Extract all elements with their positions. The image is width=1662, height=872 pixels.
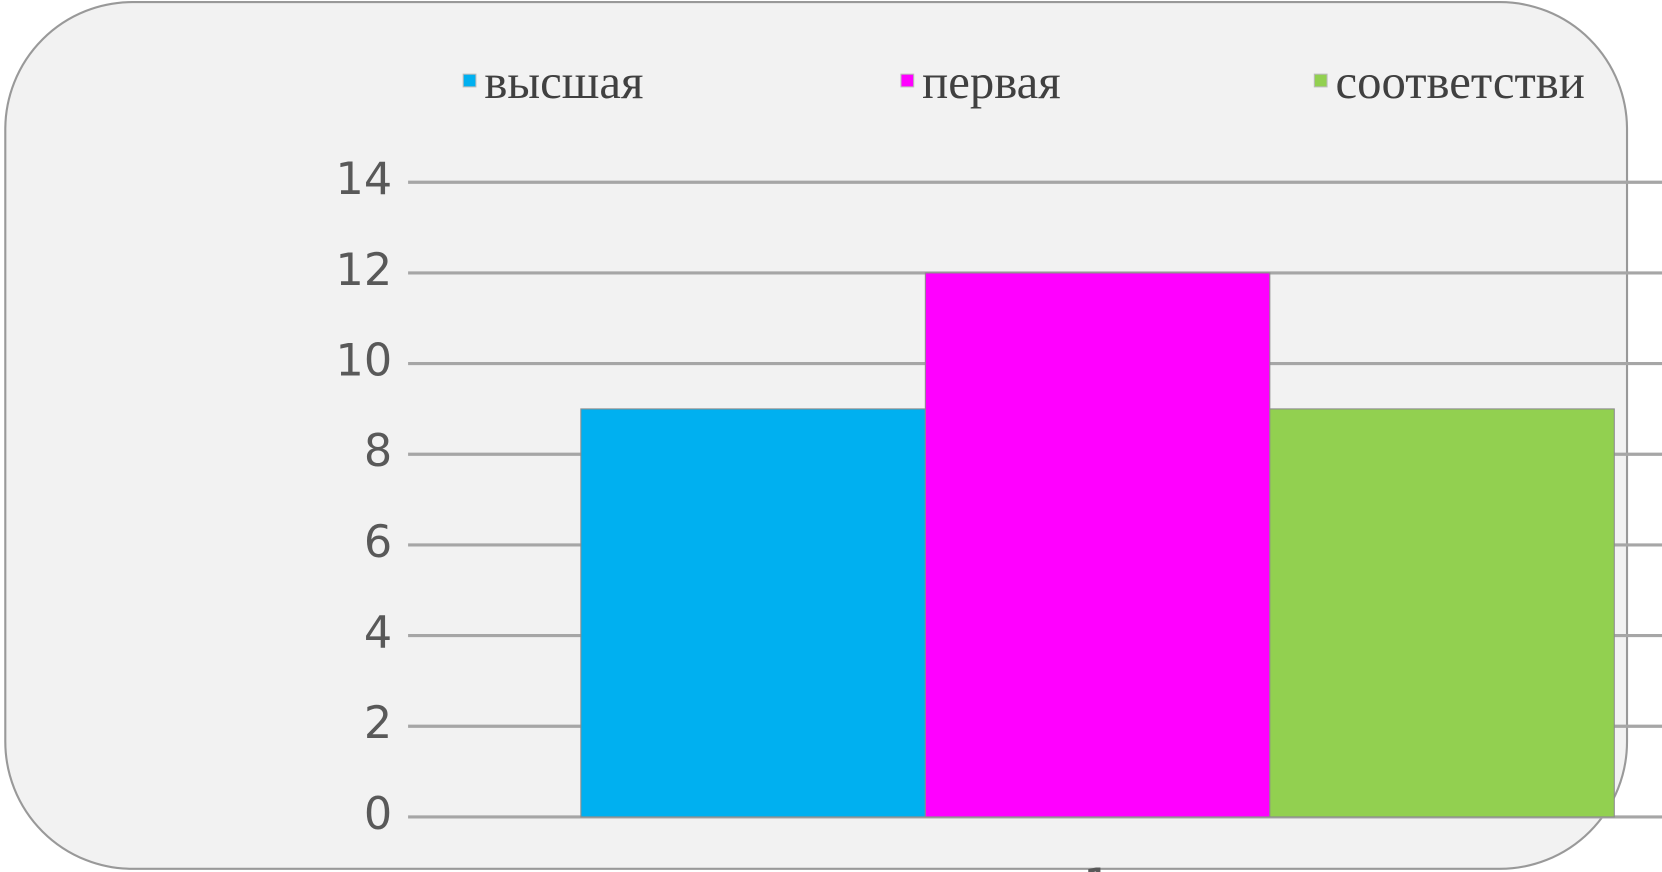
y-tick-label: 10 bbox=[336, 336, 393, 387]
bars bbox=[580, 272, 1615, 818]
labels: 0 2 4 6 8 10 12 14 1 высшая первая соответстви bbox=[336, 55, 1585, 872]
y-tick-label: 6 bbox=[364, 517, 392, 568]
y-tick-label: 14 bbox=[336, 154, 393, 205]
y-tick-label: 12 bbox=[336, 245, 393, 296]
bar bbox=[580, 408, 926, 818]
y-tick-label: 8 bbox=[364, 426, 392, 477]
legend-marker bbox=[462, 73, 477, 88]
y-tick-label: 2 bbox=[364, 698, 392, 749]
bar bbox=[1269, 408, 1615, 818]
legend-label: высшая bbox=[484, 55, 643, 109]
x-tick-label: 1 bbox=[1083, 860, 1111, 872]
legend-marker bbox=[1313, 73, 1328, 88]
legend-marker bbox=[900, 73, 915, 88]
legend-label: соответстви bbox=[1336, 55, 1585, 109]
legend-label: первая bbox=[922, 55, 1061, 109]
y-tick-label: 0 bbox=[364, 789, 392, 840]
y-tick-label: 4 bbox=[364, 608, 392, 659]
bar bbox=[924, 272, 1271, 818]
